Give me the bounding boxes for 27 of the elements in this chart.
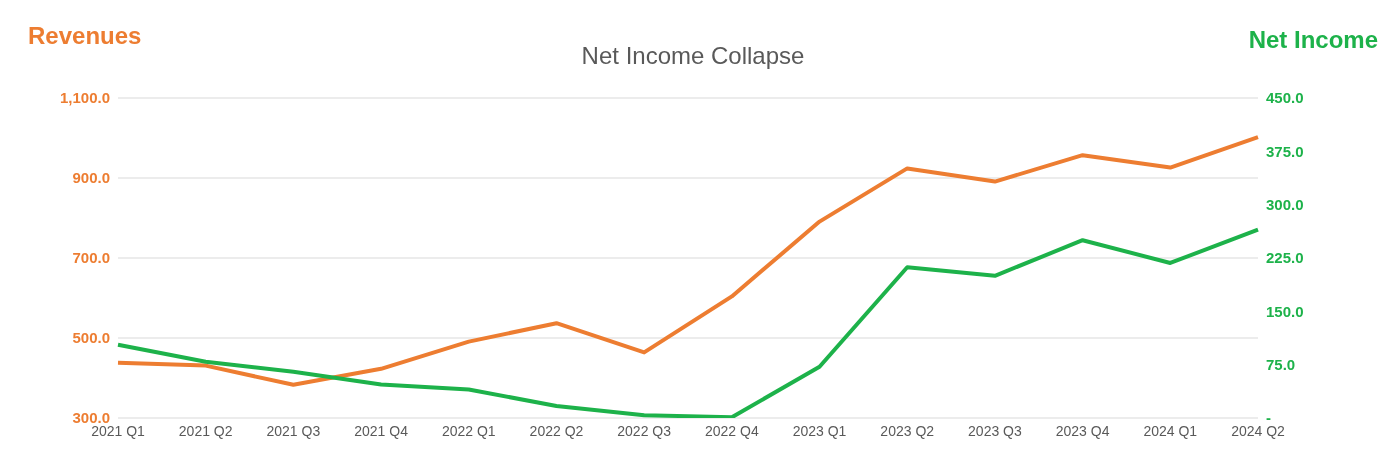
- x-tick-label: 2021 Q4: [354, 422, 409, 439]
- y2-tick-label: 150.0: [1266, 302, 1304, 320]
- x-tick-label: 2022 Q4: [704, 422, 759, 439]
- x-tick-label: 2021 Q2: [178, 422, 233, 439]
- y2-tick-label: 375.0: [1266, 142, 1304, 160]
- x-tick-label: 2023 Q4: [1055, 422, 1110, 439]
- y2-tick-label: 75.0: [1266, 355, 1296, 373]
- x-tick-label: 2024 Q1: [1143, 422, 1198, 439]
- x-tick-label: 2023 Q2: [880, 422, 935, 439]
- y2-axis-title: Net Income: [1248, 26, 1378, 54]
- y-tick-label: 700.0: [72, 249, 110, 267]
- x-tick-label: 2022 Q2: [529, 422, 584, 439]
- x-tick-label: 2022 Q3: [617, 422, 672, 439]
- y-tick-label: 500.0: [72, 329, 110, 347]
- line-series: [116, 135, 1260, 387]
- y2-tick-label: 225.0: [1266, 249, 1304, 267]
- x-tick-label: 2022 Q1: [441, 422, 496, 439]
- x-tick-label: 2023 Q3: [968, 422, 1022, 439]
- y-axis-title: Revenues: [28, 22, 142, 50]
- y2-tick-label: 450.0: [1266, 89, 1304, 107]
- x-tick-label: 2023 Q1: [792, 422, 847, 439]
- x-tick-label: 2021 Q3: [266, 422, 321, 439]
- line-series: [116, 227, 1260, 418]
- chart-title: Net Income Collapse: [581, 42, 805, 69]
- y-tick-label: 1,100.0: [59, 89, 110, 107]
- y-tick-label: 900.0: [72, 169, 110, 187]
- y2-tick-label: 300.0: [1266, 195, 1304, 213]
